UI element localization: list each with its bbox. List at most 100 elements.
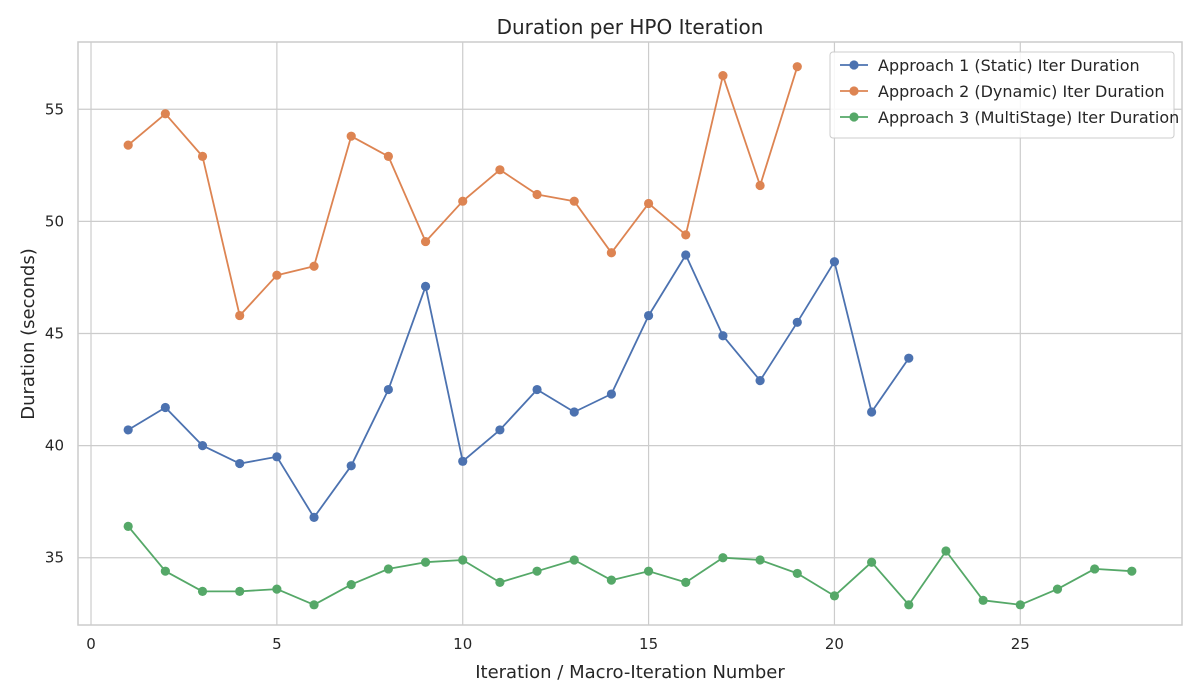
y-axis-label: Duration (seconds) (18, 248, 39, 420)
legend-swatch-marker (849, 86, 859, 96)
data-point (383, 384, 393, 395)
data-point (1015, 600, 1025, 610)
data-point (458, 555, 468, 565)
legend-entry-label: Approach 3 (MultiStage) Iter Duration (878, 108, 1179, 127)
data-point (346, 580, 356, 590)
x-tick-label: 0 (86, 635, 96, 653)
data-point (978, 595, 988, 605)
data-point (272, 270, 282, 280)
series-3 (123, 521, 1137, 610)
data-point (309, 261, 319, 271)
series-1 (123, 250, 914, 522)
data-point (792, 317, 802, 327)
data-point (235, 310, 245, 321)
data-point (718, 553, 728, 563)
data-point (643, 310, 654, 321)
data-point (867, 407, 877, 417)
x-tick-label: 25 (1011, 635, 1030, 653)
legend-box (829, 51, 1175, 139)
data-point (160, 109, 170, 119)
data-point (904, 353, 914, 363)
data-point (941, 546, 951, 556)
data-point (569, 555, 579, 565)
x-axis-label: Iteration / Macro-Iteration Number (475, 662, 785, 683)
data-point (160, 402, 170, 413)
data-point (495, 425, 505, 435)
data-point (420, 281, 431, 292)
data-point (235, 458, 245, 469)
legend-swatch-marker (849, 60, 859, 70)
grid-lines (78, 42, 1182, 625)
data-point (1052, 584, 1063, 594)
x-tick-label: 15 (639, 635, 658, 653)
data-point (681, 577, 691, 587)
legend: Approach 1 (Static) Iter Duration Approac… (829, 51, 1179, 139)
chart-title: Duration per HPO Iteration (497, 15, 764, 39)
data-point (346, 131, 356, 141)
data-point (197, 586, 208, 596)
y-tick-label: 45 (45, 325, 64, 343)
legend-swatch-marker (849, 112, 859, 122)
y-tick-label: 50 (45, 212, 64, 230)
data-point (346, 461, 356, 471)
data-point (383, 151, 393, 161)
data-point (197, 441, 208, 451)
series-line (127, 525, 1132, 606)
data-point (569, 407, 579, 417)
y-tick-label: 40 (45, 437, 64, 455)
data-point (458, 456, 468, 466)
data-point (792, 568, 802, 579)
data-point (123, 140, 133, 150)
data-point (532, 566, 542, 576)
data-point (904, 600, 914, 610)
data-point (383, 564, 393, 574)
data-point (792, 62, 802, 72)
data-point (123, 521, 133, 531)
data-point (643, 566, 654, 576)
data-point (606, 389, 617, 399)
x-tick-label: 20 (825, 635, 844, 653)
x-tick-label: 5 (272, 635, 282, 653)
data-point (1090, 564, 1100, 574)
data-point (681, 250, 691, 260)
legend-entry-label: Approach 1 (Static) Iter Duration (878, 56, 1140, 75)
data-point (197, 151, 208, 161)
data-point (718, 71, 728, 81)
data-point (458, 196, 468, 206)
data-point (755, 180, 765, 191)
axis-ticks: 0 5 10 15 20 25 35 40 45 50 55 (45, 100, 1030, 653)
data-point (829, 257, 840, 267)
data-point (755, 555, 765, 565)
data-point (420, 557, 431, 567)
data-point (123, 425, 133, 435)
data-point (829, 591, 840, 601)
data-point (532, 384, 542, 395)
data-point (495, 165, 505, 175)
data-point (606, 575, 617, 585)
data-point (718, 331, 728, 341)
legend-entry-label: Approach 2 (Dynamic) Iter Duration (878, 82, 1165, 101)
data-point (1127, 566, 1137, 576)
series-2 (123, 62, 802, 321)
series-line (127, 254, 910, 519)
y-tick-label: 35 (45, 549, 64, 567)
data-point (643, 198, 654, 209)
data-point (309, 512, 319, 522)
x-tick-label: 10 (453, 635, 472, 653)
data-point (235, 586, 245, 596)
y-tick-label: 55 (45, 100, 64, 118)
data-point (532, 189, 542, 200)
data-point (272, 584, 282, 594)
data-point (569, 196, 579, 206)
data-point (309, 600, 319, 610)
data-point (681, 230, 691, 240)
data-point (606, 248, 617, 258)
data-point (272, 452, 282, 462)
data-point (867, 557, 877, 567)
plot-frame (77, 41, 1183, 626)
data-point (495, 577, 505, 587)
series-layer (123, 62, 1137, 610)
data-point (420, 236, 431, 247)
